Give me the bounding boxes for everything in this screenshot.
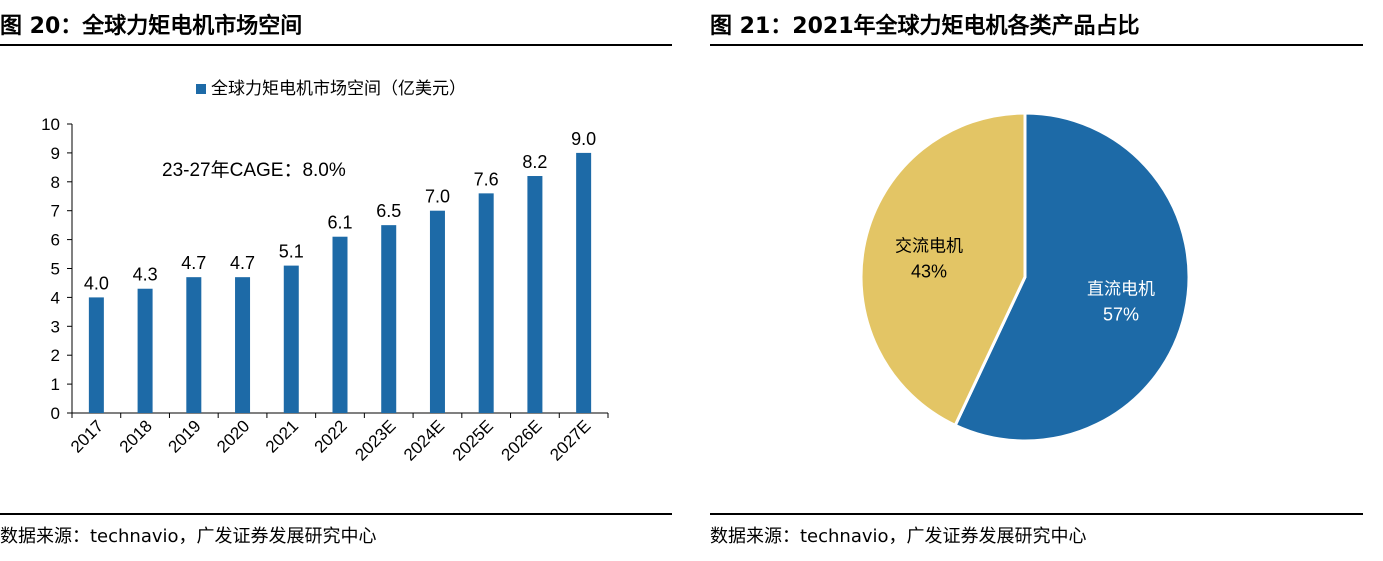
pie-slice	[859, 111, 1027, 427]
y-tick-label: 7	[51, 202, 60, 221]
slice-value-label: 57%	[1103, 304, 1139, 324]
title-divider	[710, 44, 1363, 46]
data-label: 4.0	[84, 273, 109, 293]
x-tick-label: 2021	[262, 416, 302, 456]
data-label: 4.3	[133, 265, 158, 285]
y-tick-label: 10	[41, 115, 60, 134]
data-label: 7.0	[425, 187, 450, 207]
x-tick-label: 2025E	[449, 416, 497, 464]
source-note: 数据来源：technavio，广发证券发展研究中心	[0, 526, 377, 547]
y-tick-label: 3	[51, 317, 60, 336]
slice-label: 交流电机	[895, 237, 963, 256]
bar	[235, 277, 251, 413]
x-tick-label: 2020	[213, 416, 253, 456]
x-tick-label: 2026E	[498, 416, 546, 464]
chart-legend: 全球力矩电机市场空间（亿美元）	[196, 79, 466, 98]
slice-label: 直流电机	[1087, 279, 1155, 298]
y-tick-label: 8	[51, 173, 60, 192]
data-label: 6.1	[327, 213, 352, 233]
y-tick-label: 5	[51, 260, 60, 279]
bar-chart: 全球力矩电机市场空间（亿美元） 0 1 2 3 4 5 6 7 8 9 10 4.0 2017 4.3 201…	[41, 79, 609, 465]
bar	[429, 210, 445, 413]
x-tick-label: 2017	[67, 416, 107, 456]
x-tick-label: 2022	[311, 416, 351, 456]
data-label: 8.2	[522, 152, 547, 172]
bar	[527, 176, 543, 413]
y-tick-label: 6	[51, 231, 60, 250]
bar	[283, 265, 299, 413]
bar	[478, 193, 494, 413]
legend-swatch	[196, 84, 206, 94]
bar	[332, 236, 348, 413]
bar	[186, 277, 202, 413]
y-tick-label: 4	[51, 288, 60, 307]
data-label: 7.6	[474, 169, 499, 189]
y-tick-label: 1	[51, 375, 60, 394]
legend-label: 全球力矩电机市场空间（亿美元）	[211, 79, 466, 98]
figure-20-panel: 图 20：全球力矩电机市场空间 全球力矩电机市场空间（亿美元） 0 1 2 3 4 5 6 7 8…	[0, 0, 672, 561]
data-label: 6.5	[376, 201, 401, 221]
y-tick-label: 2	[51, 346, 60, 365]
source-note: 数据来源：technavio，广发证券发展研究中心	[710, 526, 1087, 547]
x-tick-label: 2023E	[351, 416, 399, 464]
data-label: 4.7	[181, 253, 206, 273]
source-divider	[0, 513, 672, 515]
x-tick-label: 2018	[116, 416, 156, 456]
pie-chart: 直流电机 57% 交流电机 43%	[859, 111, 1191, 443]
bar	[381, 225, 397, 413]
data-label: 5.1	[279, 242, 304, 262]
cagr-annotation: 23-27年CAGE：8.0%	[162, 159, 346, 181]
bar	[576, 152, 592, 413]
x-tick-label: 2027E	[546, 416, 594, 464]
y-tick-label: 9	[51, 144, 60, 163]
slice-value-label: 43%	[911, 262, 947, 282]
figure-title: 图 20：全球力矩电机市场空间	[0, 14, 303, 39]
data-label: 4.7	[230, 253, 255, 273]
bar	[137, 288, 153, 413]
x-tick-label: 2019	[164, 416, 204, 456]
bar	[88, 297, 104, 413]
data-label: 9.0	[571, 129, 596, 149]
pie-slice	[953, 111, 1191, 443]
figure-title: 图 21：2021年全球力矩电机各类产品占比	[710, 14, 1140, 39]
figure-21-panel: 图 21：2021年全球力矩电机各类产品占比 直流电机 57% 交流电机 43% 数据…	[710, 0, 1383, 561]
y-tick-label: 0	[51, 404, 60, 423]
title-divider	[0, 44, 672, 46]
source-divider	[710, 513, 1363, 515]
x-tick-label: 2024E	[400, 416, 448, 464]
